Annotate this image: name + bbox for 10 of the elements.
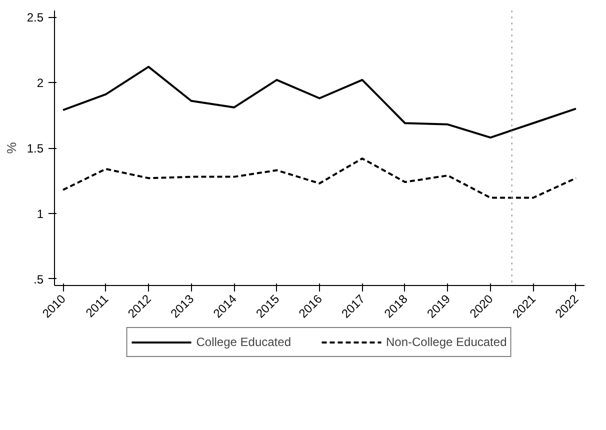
y-axis-title: %	[4, 142, 19, 154]
line-series	[62, 66, 577, 139]
line-series	[62, 157, 577, 199]
y-tick-label: 2.5	[26, 10, 44, 25]
y-tick-label: 1	[36, 206, 44, 221]
y-tick-label: .5	[33, 272, 44, 286]
y-tick-label: 2	[36, 76, 44, 90]
legend-label: Non-College Educated	[386, 335, 507, 349]
y-tick-label: 1.5	[26, 142, 44, 156]
legend-label: College Educated	[196, 335, 291, 349]
